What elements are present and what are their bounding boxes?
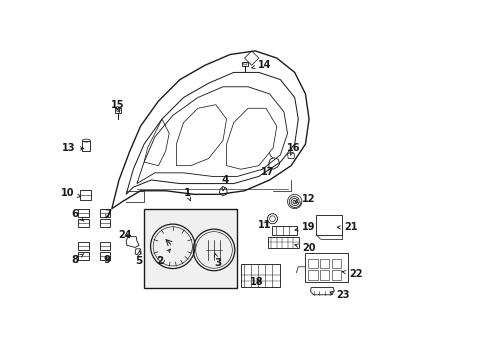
Bar [331, 258, 341, 268]
Text: 7: 7 [103, 209, 111, 219]
Text: 6: 6 [71, 209, 83, 221]
Bar [144, 209, 237, 288]
Bar [241, 264, 279, 287]
Text: 12: 12 [294, 194, 315, 204]
Text: 11: 11 [257, 220, 270, 230]
Bar [100, 219, 110, 226]
Text: 19: 19 [294, 222, 315, 232]
Bar [78, 252, 89, 260]
Bar [308, 270, 317, 280]
Bar [242, 62, 248, 66]
Text: 18: 18 [249, 277, 263, 287]
Text: 5: 5 [135, 250, 142, 266]
Text: 9: 9 [104, 255, 111, 265]
Text: 2: 2 [156, 249, 170, 266]
Bar [78, 219, 89, 226]
Text: 17: 17 [261, 167, 274, 177]
Bar [308, 258, 317, 268]
Bar [78, 210, 89, 217]
Bar [305, 253, 347, 282]
Bar [320, 258, 329, 268]
Text: 8: 8 [71, 254, 84, 265]
Bar [272, 226, 296, 234]
Text: 16: 16 [286, 143, 300, 156]
Text: 3: 3 [214, 253, 221, 268]
Text: 1: 1 [183, 188, 190, 201]
Bar [115, 108, 121, 113]
Text: 13: 13 [61, 143, 83, 153]
Bar [100, 210, 110, 217]
Text: 24: 24 [119, 230, 132, 239]
Bar [78, 242, 89, 250]
Bar [100, 242, 110, 250]
Text: 10: 10 [61, 188, 81, 198]
Bar [82, 140, 90, 151]
Text: 4: 4 [221, 175, 228, 191]
Text: 22: 22 [342, 269, 362, 279]
Bar [100, 252, 110, 260]
Bar [320, 270, 329, 280]
Text: 21: 21 [337, 222, 357, 232]
Text: 15: 15 [110, 100, 123, 112]
Bar [316, 215, 341, 234]
Bar [267, 237, 299, 248]
Text: 20: 20 [294, 243, 315, 253]
Text: 23: 23 [329, 291, 349, 301]
Bar [331, 270, 341, 280]
Text: 14: 14 [251, 59, 271, 69]
Bar [80, 190, 91, 200]
